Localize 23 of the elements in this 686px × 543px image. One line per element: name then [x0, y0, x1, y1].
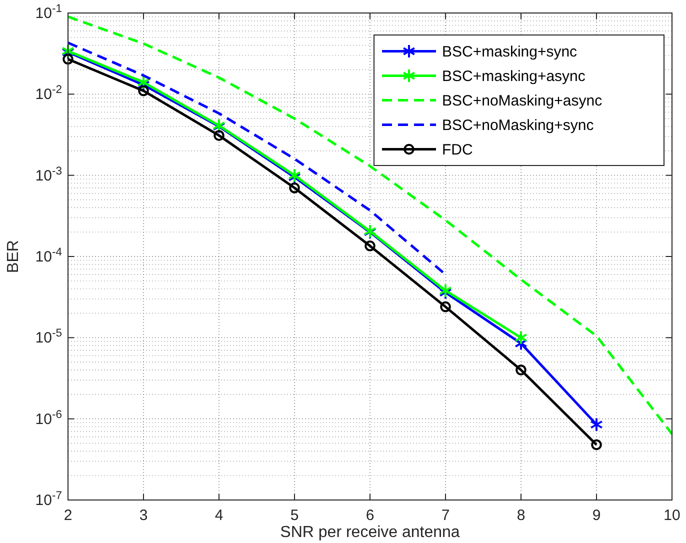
x-tick-label: 2 — [64, 507, 72, 524]
x-tick-label: 4 — [214, 507, 224, 524]
x-tick-label: 9 — [592, 507, 601, 524]
x-tick-label: 6 — [366, 507, 374, 524]
y-tick-label: 10$^{-6}$ — [35, 408, 62, 428]
y-tick-label: 10$^{-1}$ — [35, 3, 62, 22]
legend-label: BSC+masking+sync — [442, 43, 578, 60]
y-tick-label: 10$^{-2}$ — [35, 84, 62, 104]
y-tick-label: 10$^{-7}$ — [35, 490, 62, 509]
y-tick-label: 10$^{-5}$ — [35, 328, 62, 347]
y-axis-title: BER — [5, 240, 22, 273]
legend-label: BSC+noMasking+async — [442, 92, 603, 110]
x-axis-title: SNR per receive antenna — [280, 524, 460, 541]
y-tick-label: 10$^{-3}$ — [35, 165, 62, 184]
legend-label: BSC+masking+async — [442, 68, 586, 85]
x-tick-label: 5 — [290, 507, 299, 524]
legend-label: BSC+noMasking+sync — [442, 116, 594, 134]
x-tick-label: 7 — [441, 507, 450, 524]
legend-label: FDC — [442, 141, 473, 158]
x-tick-label: 3 — [139, 507, 148, 524]
y-tick-label: 10$^{-4}$ — [35, 246, 62, 266]
x-tick-label: 8 — [516, 507, 526, 524]
x-tick-label: 10 — [664, 507, 680, 524]
